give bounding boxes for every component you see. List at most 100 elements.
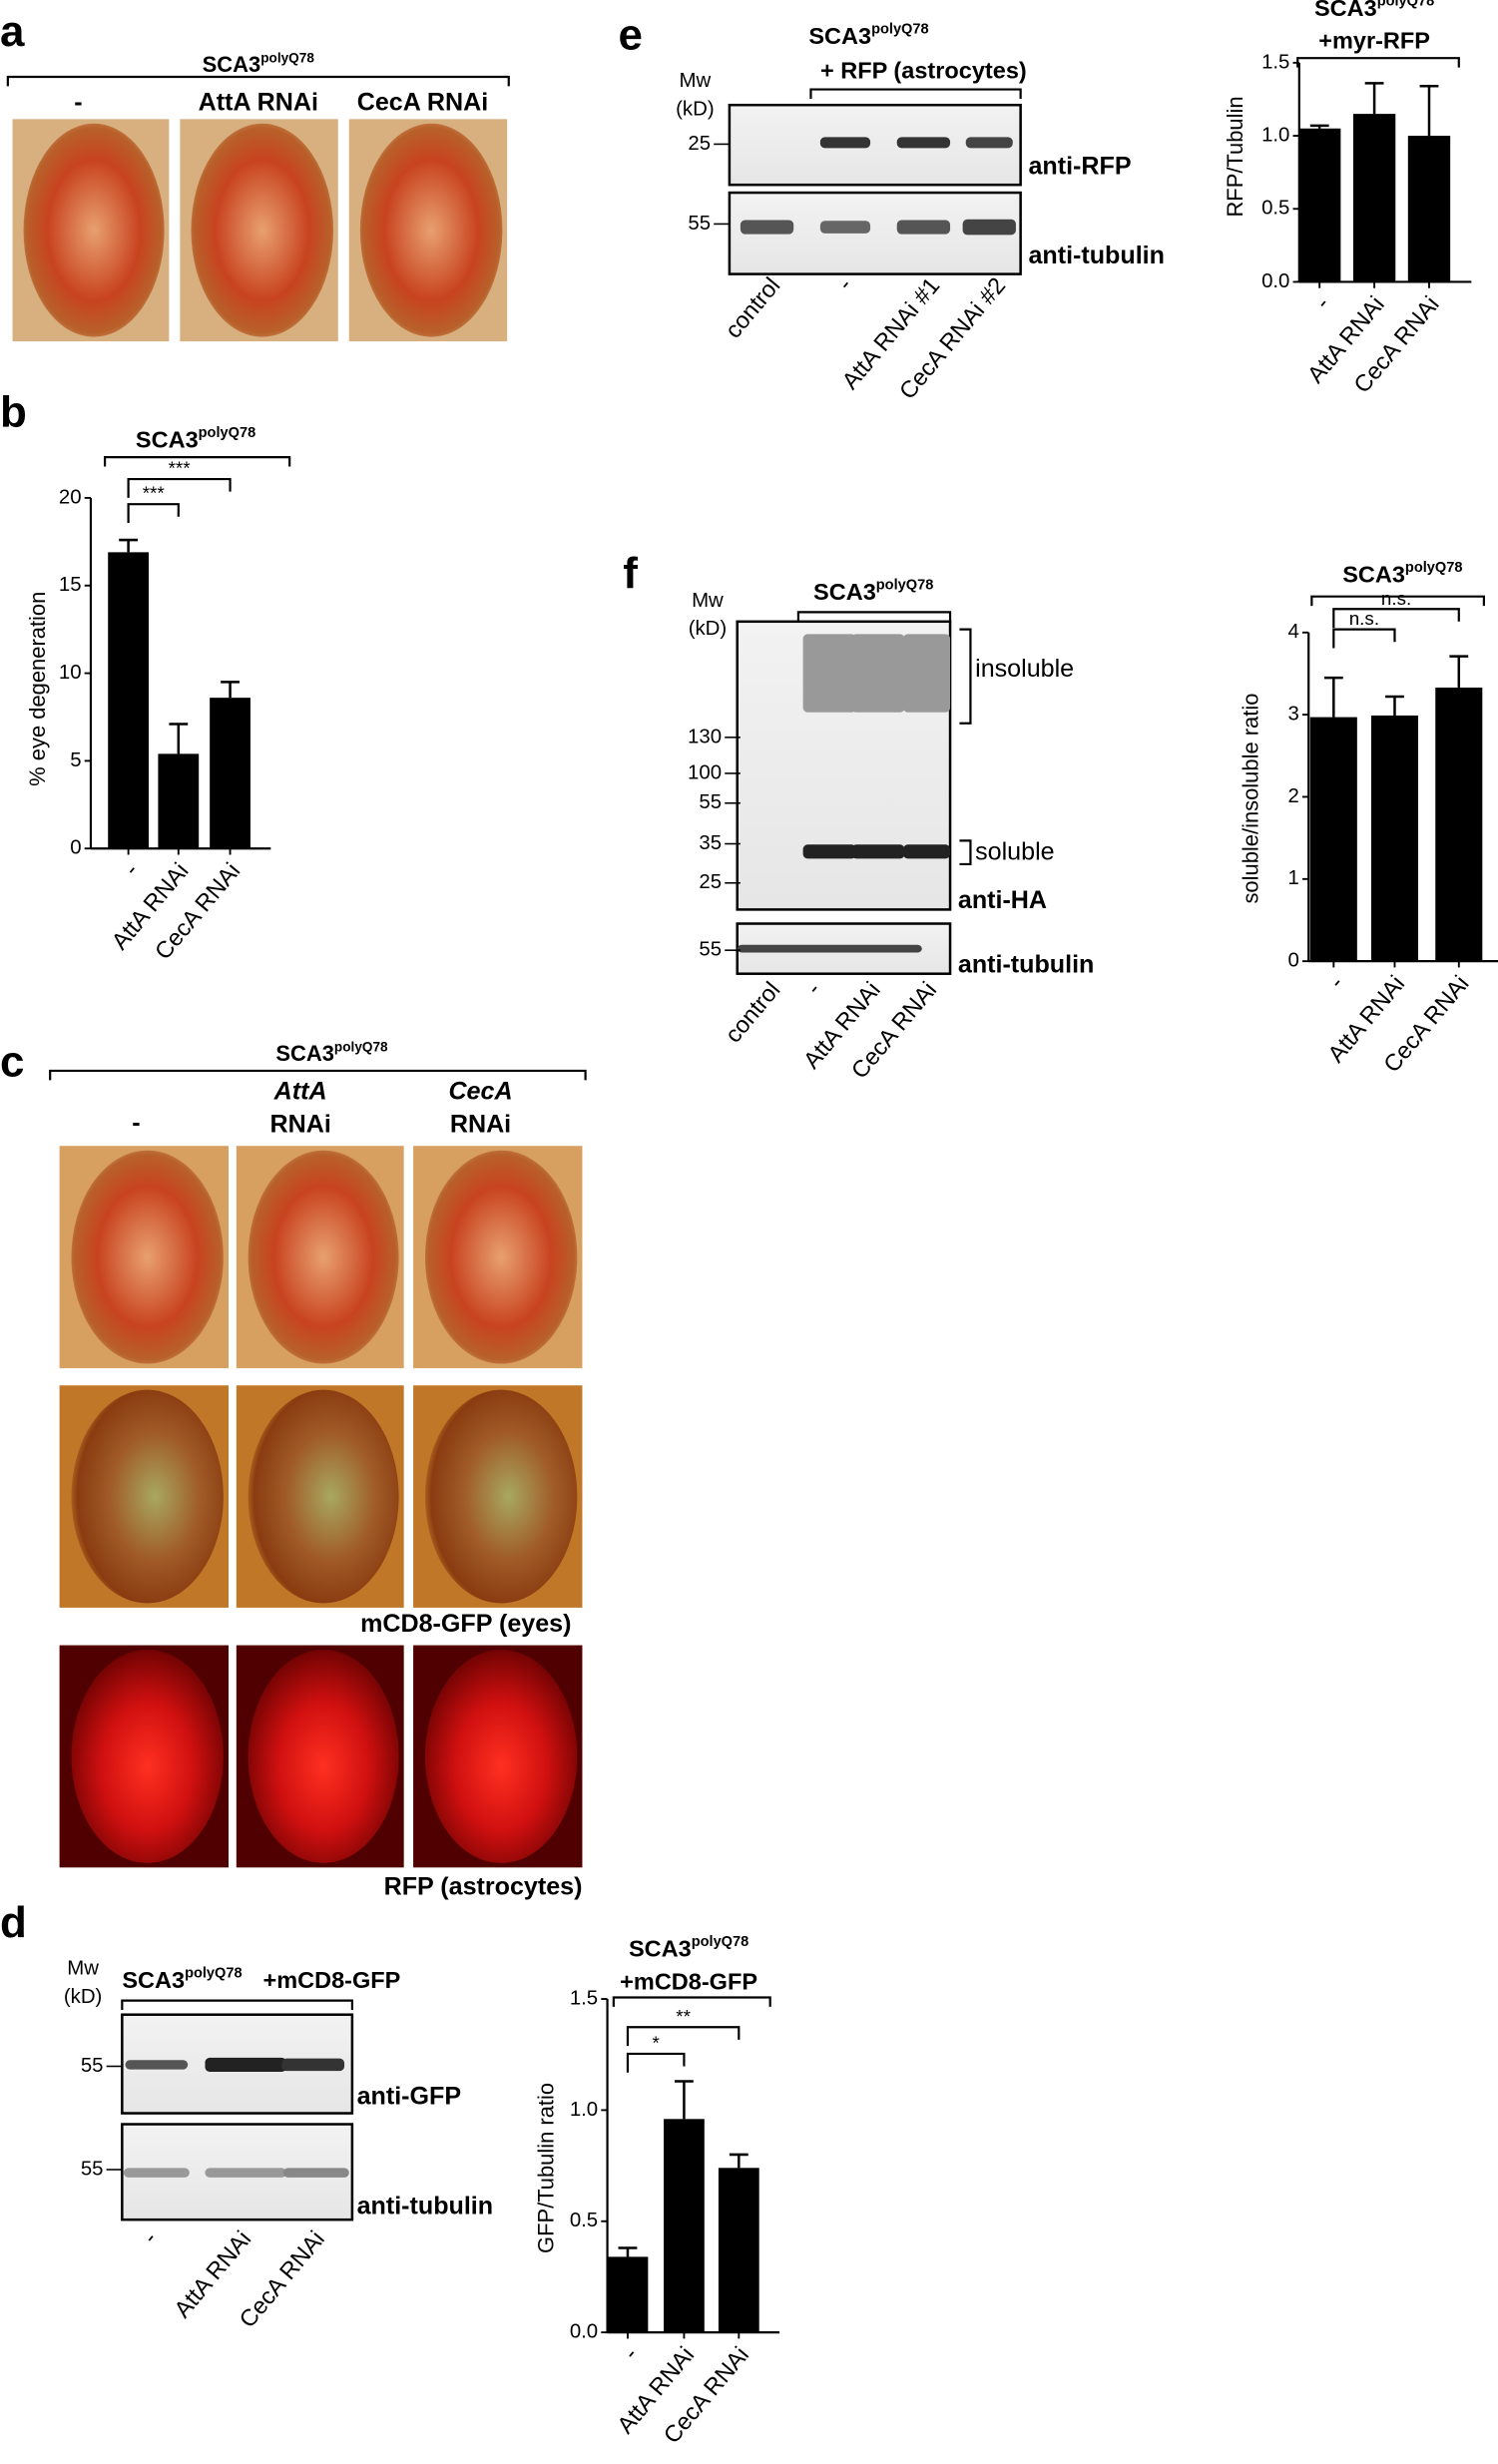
marker-label: 55: [688, 213, 711, 235]
title: SCA3polyQ78: [813, 577, 933, 605]
y-tick-label: 1.5: [570, 1987, 598, 2009]
mw-unit: (kD): [64, 1986, 102, 2008]
lane-label: control: [720, 272, 784, 343]
row-label: RFP (astrocytes): [384, 1872, 583, 1900]
significance-label: *: [653, 2032, 661, 2053]
marker-label: 55: [699, 791, 722, 813]
title-superscript: polyQ78: [1377, 0, 1435, 9]
significance-bracket: [626, 2026, 741, 2047]
bar: [158, 753, 200, 849]
lane-label: -: [800, 977, 825, 1000]
bracket: [6, 75, 510, 87]
marker-label: 55: [81, 2055, 104, 2077]
panel-label: c: [0, 1037, 24, 1086]
title-superscript: polyQ78: [692, 1934, 749, 1950]
antibody-label: anti-RFP: [1028, 153, 1131, 181]
title: SCA3polyQ78: [275, 1039, 388, 1066]
band: [125, 2060, 189, 2070]
mw-title: Mw: [680, 70, 712, 92]
eye: [424, 1150, 578, 1364]
significance-bracket: [127, 503, 180, 523]
y-axis-label: soluble/insoluble ratio: [1239, 694, 1263, 904]
bar: [108, 552, 150, 849]
eye: [248, 1150, 399, 1364]
bracket: [1296, 57, 1460, 68]
y-tick-label: 5: [70, 749, 81, 771]
x-tick-label: -: [119, 858, 144, 881]
title: SCA3polyQ78: [1342, 560, 1462, 588]
band: [802, 844, 856, 859]
eye: [71, 1650, 224, 1863]
fraction-label: insoluble: [975, 655, 1074, 683]
significance-label: n.s.: [1349, 608, 1379, 629]
y-tick-label: 1.0: [1261, 124, 1289, 146]
antibody-label: anti-tubulin: [958, 950, 1095, 978]
title: SCA3polyQ78: [808, 21, 928, 49]
title-superscript: polyQ78: [199, 425, 256, 441]
bracket: [612, 1996, 771, 2007]
y-tick-label: 1: [1287, 867, 1298, 889]
eye: [424, 1389, 578, 1604]
eye: [191, 123, 334, 337]
band: [896, 220, 951, 235]
marker-label: 130: [688, 726, 722, 747]
marker-label: 55: [699, 939, 722, 961]
marker-label: 100: [688, 761, 722, 783]
panel-label: a: [0, 7, 25, 56]
title-superscript: polyQ78: [260, 50, 314, 65]
x-tick-label: -: [1309, 291, 1334, 314]
x-tick-label: -: [1323, 970, 1348, 993]
panel-label: f: [623, 549, 638, 598]
band: [205, 2057, 287, 2072]
significance-bracket: [626, 2052, 686, 2073]
band: [965, 137, 1013, 149]
band: [851, 634, 905, 713]
bracket: [796, 611, 952, 622]
band: [281, 2058, 345, 2072]
band: [802, 634, 856, 713]
y-tick-label: 0.0: [570, 2321, 598, 2343]
column-label: CecA: [448, 1078, 512, 1106]
marker-label: 55: [81, 2158, 104, 2180]
y-axis-label: GFP/Tubulin ratio: [534, 2083, 559, 2253]
antibody-label: anti-tubulin: [357, 2192, 494, 2219]
band: [205, 2168, 287, 2178]
mw-title: Mw: [692, 590, 724, 612]
band: [896, 137, 951, 149]
antibody-label: anti-tubulin: [1028, 242, 1165, 269]
marker-label: 25: [688, 133, 711, 155]
title-suffix: + RFP (astrocytes): [820, 58, 1027, 84]
mw-unit: (kD): [676, 98, 714, 120]
y-tick-label: 0: [1287, 950, 1298, 972]
y-tick-label: 20: [59, 486, 82, 508]
bar: [210, 698, 250, 849]
bracket: [49, 1069, 587, 1081]
title: SCA3polyQ78: [136, 425, 255, 453]
mw-unit: (kD): [689, 618, 727, 640]
antibody-label: anti-HA: [958, 886, 1047, 914]
bracket: [103, 456, 291, 467]
band: [819, 137, 871, 149]
x-tick-label: -: [618, 2341, 643, 2364]
band: [902, 634, 951, 713]
y-tick-label: 1.5: [1261, 51, 1289, 73]
title: SCA3polyQ78: [1314, 0, 1434, 21]
bar: [1298, 128, 1341, 282]
column-label: AttA RNAi: [199, 88, 318, 116]
title-superscript: polyQ78: [185, 1965, 243, 1981]
y-tick-label: 10: [59, 662, 82, 684]
title: SCA3polyQ78: [122, 1965, 242, 1993]
bar: [1309, 717, 1357, 962]
y-tick-label: 2: [1287, 785, 1298, 807]
significance-label: n.s.: [1381, 588, 1411, 609]
band: [851, 844, 905, 859]
fraction-label: soluble: [975, 838, 1054, 866]
mw-title: Mw: [67, 1958, 99, 1980]
bar: [664, 2119, 705, 2333]
bar: [1352, 114, 1396, 282]
bar: [718, 2168, 759, 2333]
y-tick-label: 0.5: [1261, 198, 1289, 220]
y-tick-label: 15: [59, 574, 82, 596]
panel-label: b: [0, 387, 27, 436]
